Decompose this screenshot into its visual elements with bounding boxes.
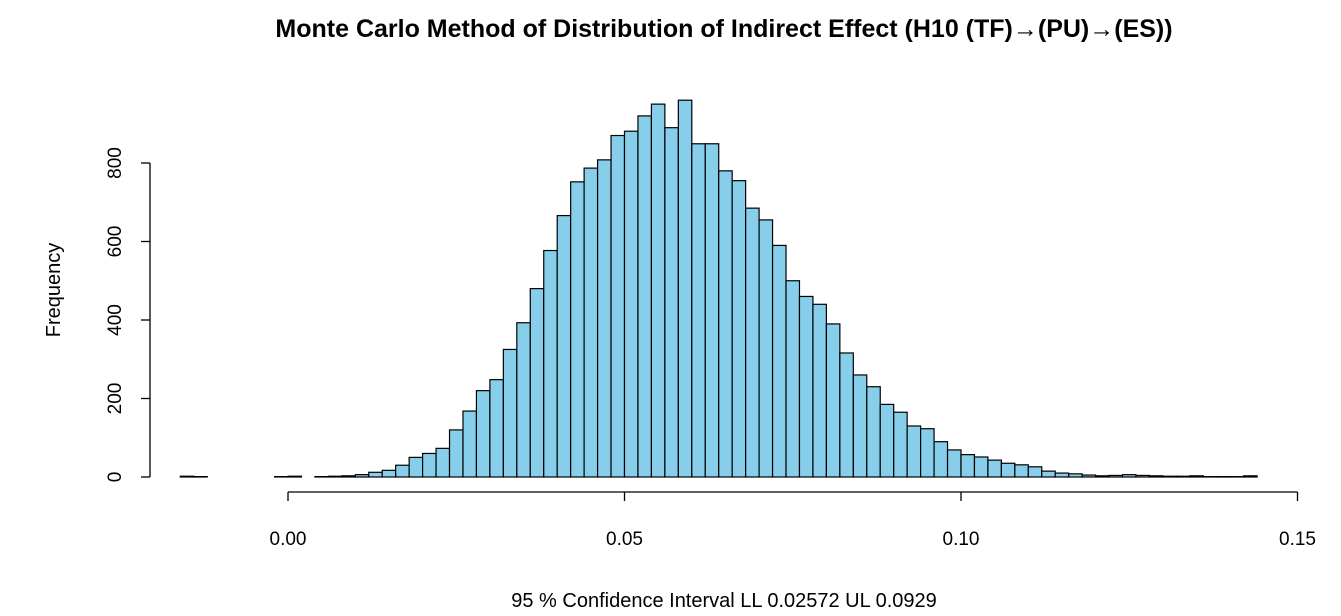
histogram-bar xyxy=(583,167,599,478)
y-axis: 0 200 400 600 800 xyxy=(105,147,151,483)
histogram-bar xyxy=(1121,474,1137,478)
histogram-bar xyxy=(327,475,343,478)
histogram-bar xyxy=(448,429,464,478)
histogram-bar xyxy=(637,115,653,478)
histogram-bar xyxy=(395,464,410,478)
histogram-bar xyxy=(623,130,639,478)
histogram-bar xyxy=(866,386,881,478)
histogram-bar xyxy=(973,456,989,478)
histogram-bar xyxy=(179,475,195,478)
histogram-bar xyxy=(825,323,841,478)
histogram-bar xyxy=(1148,475,1164,478)
histogram-bar xyxy=(731,180,747,478)
histogram-bar xyxy=(758,219,774,478)
histogram-bar xyxy=(718,170,733,478)
y-tick-label: 600 xyxy=(105,226,126,258)
x-tick-label: 0.05 xyxy=(606,529,643,550)
histogram-bar xyxy=(596,159,612,478)
x-axis: 0.00 0.05 0.10 0.15 xyxy=(270,491,1316,550)
histogram-bar xyxy=(664,127,679,478)
y-tick-label: 400 xyxy=(105,304,126,336)
histogram-bar xyxy=(408,456,424,478)
histogram-bar xyxy=(1027,466,1043,478)
histogram-bar xyxy=(287,475,303,478)
histogram-bar xyxy=(987,459,1002,478)
x-tick-label: 0.10 xyxy=(943,529,980,550)
histogram-bar xyxy=(812,303,828,478)
histogram-bar xyxy=(1041,470,1056,478)
histogram-bar xyxy=(745,207,760,478)
histogram-bar xyxy=(771,244,787,478)
histogram-bar xyxy=(1108,474,1124,478)
histogram-bar xyxy=(933,441,949,478)
histogram-bar xyxy=(341,475,356,478)
histogram-bar xyxy=(920,428,935,478)
histogram-bar xyxy=(1189,475,1204,478)
histogram-bar xyxy=(785,280,801,478)
histogram-bar xyxy=(906,425,922,478)
histogram-bar xyxy=(691,143,706,478)
histogram-bar xyxy=(1054,472,1070,478)
histogram-bars xyxy=(179,99,1258,478)
y-axis-label: Frequency xyxy=(43,243,65,338)
histogram-bar xyxy=(502,348,518,478)
histogram-bar xyxy=(1162,475,1177,478)
histogram-bar xyxy=(1014,464,1029,478)
histogram-bar xyxy=(368,471,383,478)
histogram-bar xyxy=(516,322,531,478)
histogram-bar xyxy=(879,403,895,478)
histogram-bar xyxy=(650,103,666,478)
histogram-bar xyxy=(610,134,626,478)
histogram-bar xyxy=(1094,475,1110,478)
histogram-bar xyxy=(354,474,370,478)
histogram-bar xyxy=(462,410,478,478)
histogram-bar xyxy=(475,390,491,478)
histogram-bar xyxy=(946,449,962,478)
histogram-bar xyxy=(852,374,868,478)
y-tick-label: 800 xyxy=(105,147,126,179)
x-tick-label: 0.00 xyxy=(270,529,307,550)
histogram-bar xyxy=(543,249,558,478)
histogram-bar xyxy=(798,295,814,478)
histogram-bar xyxy=(489,379,504,478)
histogram-bar xyxy=(1175,475,1191,478)
histogram-bar xyxy=(529,288,545,478)
histogram-bar xyxy=(1068,473,1083,478)
histogram-bar xyxy=(839,352,854,478)
histogram-bar xyxy=(704,143,720,478)
y-tick-label: 0 xyxy=(105,472,126,483)
histogram-bar xyxy=(1081,474,1097,478)
chart-title: Monte Carlo Method of Distribution of In… xyxy=(275,15,1172,43)
histogram-bar xyxy=(893,411,908,478)
histogram-bar xyxy=(381,469,397,478)
histogram-bar xyxy=(570,181,585,478)
histogram-bar xyxy=(1000,462,1016,478)
histogram-bar xyxy=(1243,475,1258,478)
x-axis-label: 95 % Confidence Interval LL 0.02572 UL 0… xyxy=(511,590,937,612)
x-tick-label: 0.15 xyxy=(1279,529,1316,550)
histogram-bar xyxy=(1135,474,1151,478)
histogram-bar xyxy=(435,447,451,478)
histogram-bar xyxy=(422,452,437,478)
histogram-bar xyxy=(677,99,693,478)
histogram-bar xyxy=(960,454,976,478)
y-tick-label: 200 xyxy=(105,383,126,415)
histogram-bar xyxy=(556,214,572,478)
